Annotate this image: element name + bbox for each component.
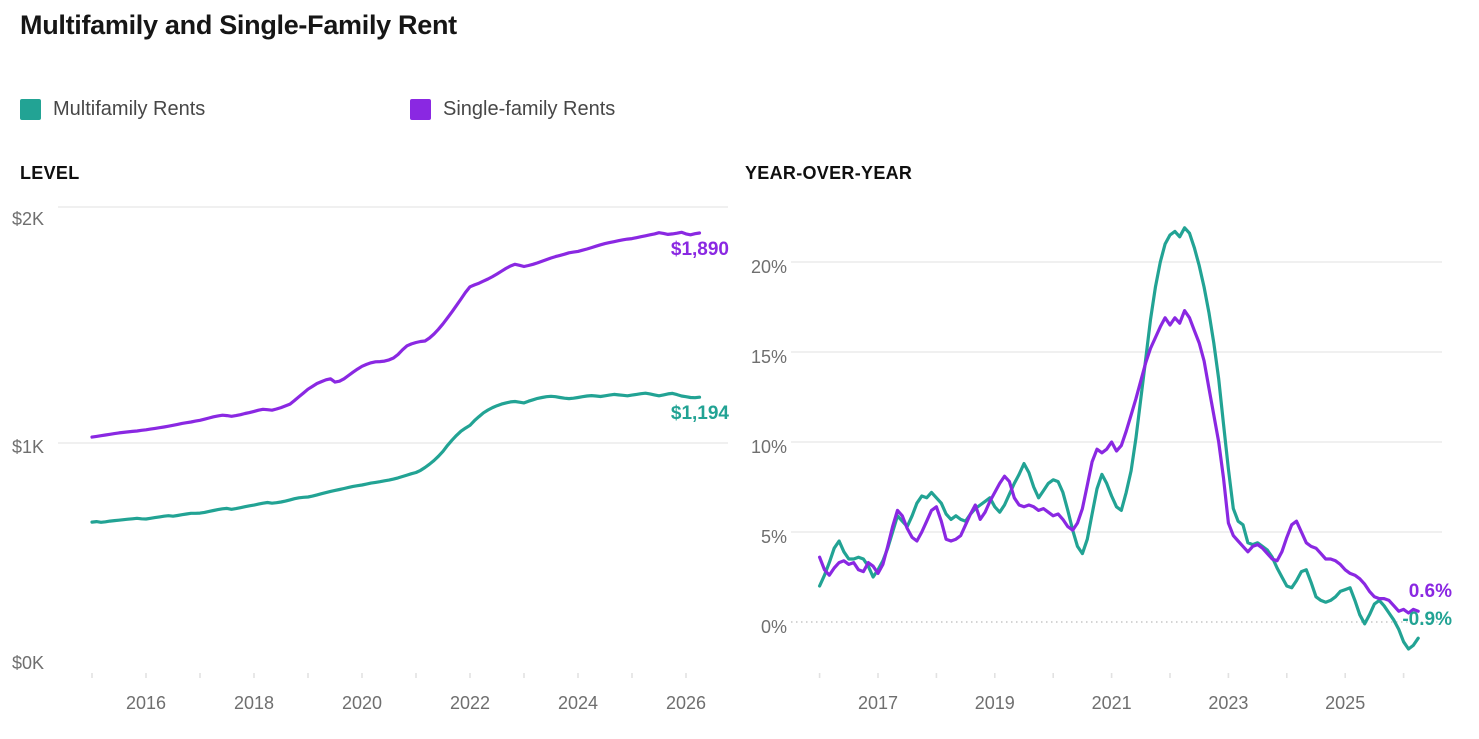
series-end-label: -0.9% <box>1402 609 1452 630</box>
series-line-single-family-rents <box>817 309 1420 615</box>
legend-item-multifamily: Multifamily Rents <box>20 96 205 122</box>
multifamily-swatch-icon <box>20 98 41 120</box>
y-axis-label: $0K <box>11 653 44 673</box>
series-end-label: $1,890 <box>670 239 729 260</box>
x-axis-label: 2016 <box>125 693 167 713</box>
series-line-single-family-rents <box>90 230 702 439</box>
legend-label-multifamily: Multifamily Rents <box>53 97 206 120</box>
series-end-label: 0.6% <box>1408 581 1452 602</box>
x-axis-label: 2022 <box>449 693 491 713</box>
x-axis-label: 2017 <box>857 693 899 713</box>
x-axis-label: 2019 <box>974 693 1015 713</box>
y-axis-label: 0% <box>760 617 787 637</box>
x-axis-label: 2026 <box>665 693 707 713</box>
page-title: Multifamily and Single-Family Rent <box>20 10 457 40</box>
x-axis-label: 2020 <box>341 693 383 713</box>
single-family-swatch-icon <box>410 98 431 120</box>
y-axis-label: $1K <box>11 437 44 457</box>
y-axis-label: $2K <box>11 209 44 229</box>
y-axis-label: 5% <box>760 527 787 547</box>
series-line-multifamily-rents <box>90 391 702 524</box>
y-axis-label: 15% <box>750 347 787 367</box>
y-axis-label: 20% <box>750 257 787 277</box>
legend-label-single-family: Single-family Rents <box>443 97 616 120</box>
series-end-label: $1,194 <box>670 403 729 424</box>
y-axis-label: 10% <box>750 437 787 457</box>
x-axis-label: 2023 <box>1208 693 1249 713</box>
x-axis-label: 2024 <box>557 693 599 713</box>
x-axis-label: 2018 <box>233 693 275 713</box>
level-chart-title: LEVEL <box>20 163 80 183</box>
yoy-chart-title: YEAR-OVER-YEAR <box>745 163 913 183</box>
x-axis-label: 2021 <box>1091 693 1132 713</box>
x-axis-label: 2025 <box>1325 693 1366 713</box>
series-line-multifamily-rents <box>817 226 1420 651</box>
legend-item-single-family: Single-family Rents <box>410 96 615 122</box>
